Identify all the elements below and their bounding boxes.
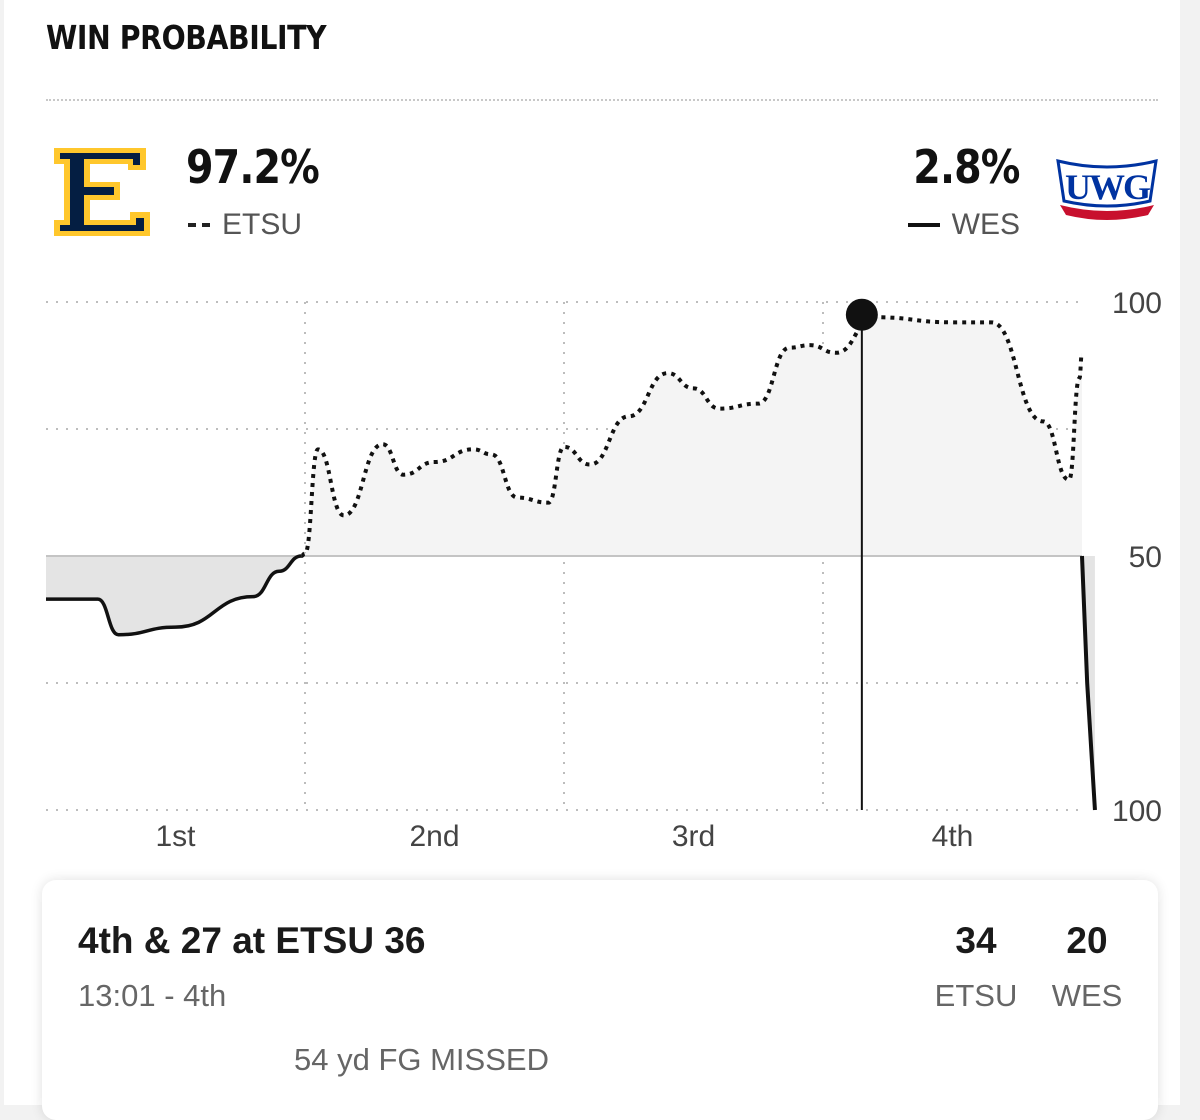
play-description: 54 yd FG MISSED [294, 1042, 549, 1077]
win-probability-chart[interactable]: 100 50 100 1st 2nd 3rd 4th [4, 0, 1180, 880]
dashed-line-key [188, 223, 210, 227]
play-card[interactable]: 4th & 27 at ETSU 36 13:01 - 4th 54 yd FG… [42, 880, 1158, 1120]
etsu-win-pct: 97.2% [186, 140, 320, 194]
wes-line-early [46, 554, 302, 637]
wes-win-pct: 2.8% [913, 140, 1021, 194]
solid-line-key [907, 223, 940, 227]
etsu-abbr: ETSU [222, 208, 303, 241]
wes-score: 20 [1066, 920, 1108, 961]
x-tick-label-3rd: 3rd [672, 820, 715, 853]
x-tick-label-2nd: 2nd [409, 820, 459, 853]
wes-abbr: WES [951, 208, 1020, 241]
win-probability-panel: WIN PROBABILITY 97.2% ETSU 2.8% WES UWG … [4, 0, 1180, 1120]
etsu-score: 34 [955, 920, 997, 961]
game-clock: 13:01 - 4th [78, 978, 227, 1013]
etsu-score-label: ETSU [934, 978, 1018, 1013]
title-divider [46, 99, 1158, 101]
y-tick-label-2: 100 [1112, 795, 1162, 828]
panel-title: WIN PROBABILITY [46, 18, 327, 57]
etsu-legend: ETSU [188, 208, 302, 242]
selected-play-marker [845, 298, 878, 331]
wes-legend: WES [907, 208, 1020, 242]
etsu-area [301, 317, 1082, 556]
uwg-logo: UWG [1056, 159, 1158, 220]
uwg-logo-text: UWG [1065, 167, 1151, 207]
etsu-line [300, 315, 1084, 558]
wes-score-label: WES [1051, 978, 1123, 1013]
x-tick-label-4th: 4th [932, 820, 974, 853]
x-tick-label-1st: 1st [155, 820, 196, 853]
wes-area-early [46, 556, 302, 635]
wes-line-late [1080, 555, 1097, 811]
y-tick-label-0: 100 [1112, 287, 1162, 320]
y-tick-label-1: 50 [1129, 541, 1162, 574]
down-distance: 4th & 27 at ETSU 36 [78, 920, 426, 961]
etsu-logo [54, 148, 150, 236]
